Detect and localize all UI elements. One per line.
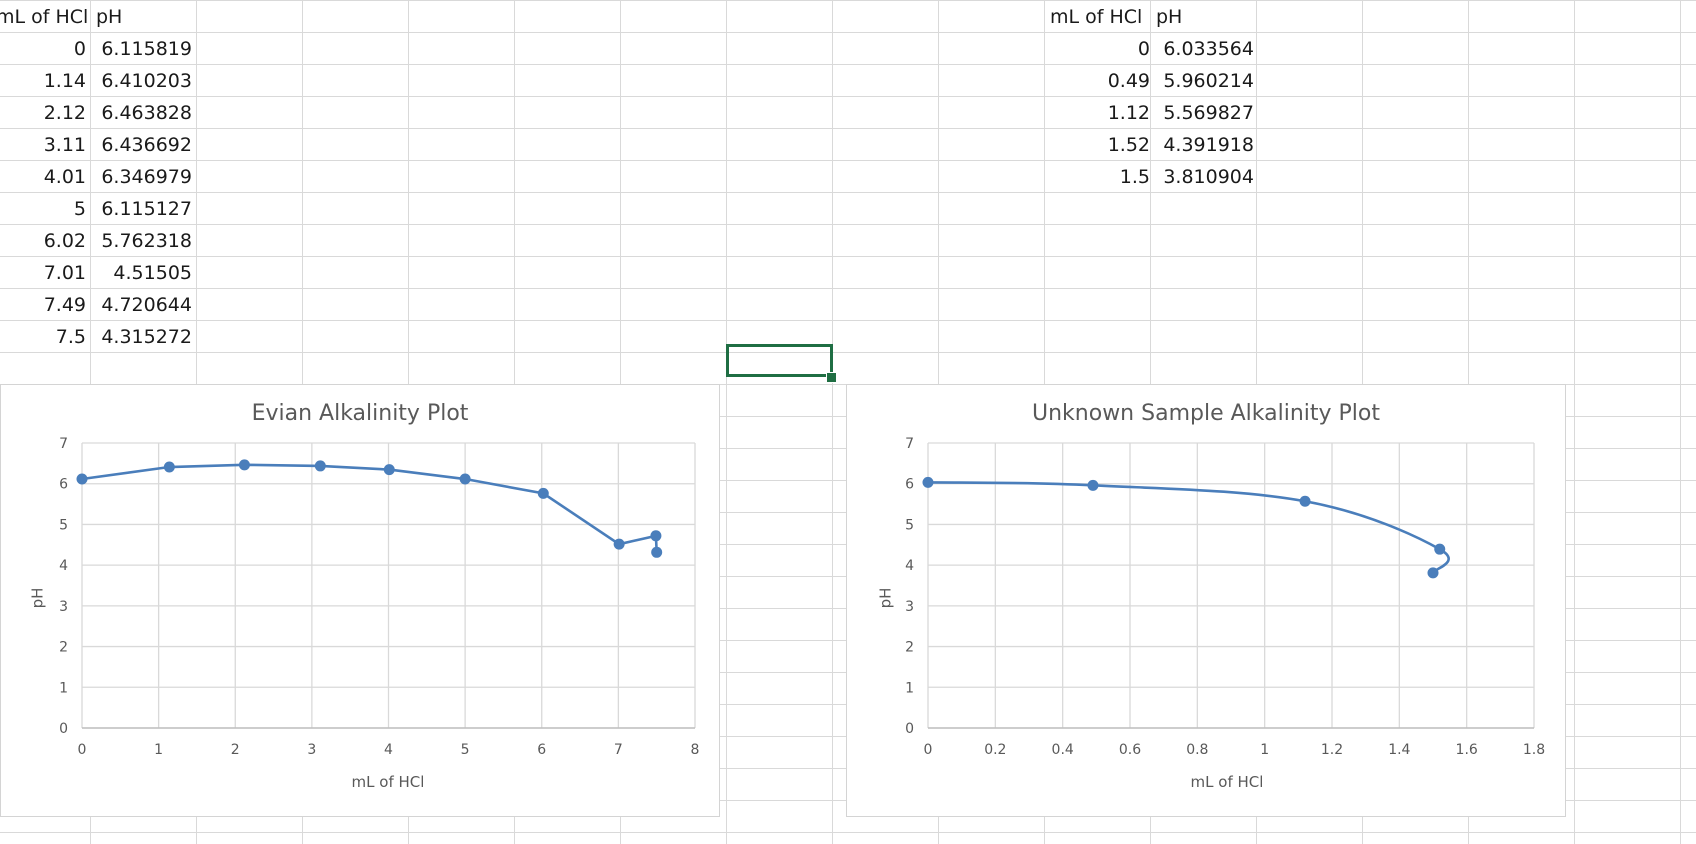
y-tick-label: 5 <box>59 517 68 533</box>
cell-ph-left-7[interactable]: 4.51505 <box>113 262 192 284</box>
cell-ph-right-3[interactable]: 4.391918 <box>1163 134 1254 156</box>
x-tick-label: 1.6 <box>1456 742 1478 758</box>
cell-ml-left-0[interactable]: 0 <box>73 38 86 60</box>
data-point <box>383 464 395 476</box>
data-point <box>613 538 625 550</box>
cell-ml-left-8[interactable]: 7.49 <box>43 294 86 316</box>
y-tick-label: 1 <box>905 680 914 696</box>
y-tick-label: 6 <box>59 477 68 493</box>
x-tick-label: 1.2 <box>1321 742 1343 758</box>
y-tick-label: 5 <box>905 517 914 533</box>
data-point <box>238 459 250 471</box>
y-tick-label: 6 <box>905 477 914 493</box>
cell-ph-left-5[interactable]: 6.115127 <box>101 198 192 220</box>
y-tick-label: 3 <box>59 599 68 615</box>
chart-plot-area: 0 1 2 3 4 5 6 7 0 1 2 3 4 5 6 7 8 <box>59 436 700 758</box>
cell-ph-left-3[interactable]: 6.436692 <box>101 134 192 156</box>
cell-ph-left-2[interactable]: 6.463828 <box>101 102 192 124</box>
cell-ml-right-4[interactable]: 1.5 <box>1119 166 1150 188</box>
cell-ph-left-1[interactable]: 6.410203 <box>101 70 192 92</box>
data-point <box>1087 479 1099 491</box>
series-line <box>927 481 1450 574</box>
x-tick-label: 0.2 <box>984 742 1006 758</box>
cell-ph-left-4[interactable]: 6.346979 <box>101 166 192 188</box>
data-point <box>459 473 471 485</box>
x-tick-label: 2 <box>231 742 240 758</box>
x-tick-label: 5 <box>461 742 470 758</box>
y-tick-label: 3 <box>905 599 914 615</box>
y-tick-label: 4 <box>905 558 914 574</box>
header-ph-left[interactable]: pH <box>96 6 123 28</box>
header-ml-hcl-right[interactable]: mL of HCl <box>1050 6 1143 28</box>
x-tick-label: 8 <box>691 742 700 758</box>
y-tick-label: 0 <box>59 721 68 737</box>
cell-ph-right-2[interactable]: 5.569827 <box>1163 102 1254 124</box>
x-tick-label: 0.4 <box>1052 742 1074 758</box>
cell-ml-left-6[interactable]: 6.02 <box>43 230 86 252</box>
cell-ml-right-2[interactable]: 1.12 <box>1107 102 1150 124</box>
data-point <box>922 476 934 488</box>
x-axis-title: mL of HCl <box>1190 773 1264 791</box>
y-tick-label: 0 <box>905 721 914 737</box>
cell-ph-left-8[interactable]: 4.720644 <box>101 294 192 316</box>
cell-ml-left-1[interactable]: 1.14 <box>43 70 86 92</box>
data-point <box>650 530 662 542</box>
cell-ph-left-9[interactable]: 4.315272 <box>101 326 192 348</box>
y-axis-title: pH <box>876 587 895 609</box>
x-tick-label: 0 <box>78 742 87 758</box>
data-point <box>163 461 175 473</box>
cell-ml-left-9[interactable]: 7.5 <box>55 326 86 348</box>
cell-ml-left-7[interactable]: 7.01 <box>43 262 86 284</box>
cell-ml-left-2[interactable]: 2.12 <box>43 102 86 124</box>
x-axis-title: mL of HCl <box>351 773 425 791</box>
x-tick-label: 3 <box>307 742 316 758</box>
cell-ml-left-3[interactable]: 3.11 <box>43 134 86 156</box>
chart-title: Unknown Sample Alkalinity Plot <box>1032 401 1380 426</box>
cell-ml-left-4[interactable]: 4.01 <box>43 166 86 188</box>
x-tick-label: 4 <box>384 742 393 758</box>
y-tick-label: 2 <box>59 640 68 656</box>
cell-ml-right-3[interactable]: 1.52 <box>1107 134 1150 156</box>
x-tick-label: 7 <box>614 742 623 758</box>
y-tick-label: 1 <box>59 680 68 696</box>
y-axis-title: pH <box>28 587 47 609</box>
cell-ml-right-1[interactable]: 0.49 <box>1107 70 1150 92</box>
cell-ph-left-6[interactable]: 5.762318 <box>101 230 192 252</box>
data-point <box>651 546 663 558</box>
cell-ml-left-5[interactable]: 5 <box>73 198 86 220</box>
x-tick-label: 6 <box>537 742 546 758</box>
chart-title: Evian Alkalinity Plot <box>251 401 469 426</box>
y-tick-label: 7 <box>905 436 914 452</box>
data-point <box>1434 543 1446 555</box>
cell-ml-right-0[interactable]: 0 <box>1137 38 1150 60</box>
fill-handle[interactable] <box>826 372 837 383</box>
cell-ph-left-0[interactable]: 6.115819 <box>101 38 192 60</box>
data-point <box>537 487 549 499</box>
active-cell-selection[interactable] <box>726 344 833 377</box>
cell-ph-right-4[interactable]: 3.810904 <box>1163 166 1254 188</box>
data-point <box>1427 567 1439 579</box>
data-point <box>314 460 326 472</box>
y-tick-label: 4 <box>59 558 68 574</box>
x-tick-label: 1 <box>1260 742 1269 758</box>
cell-ph-right-1[interactable]: 5.960214 <box>1163 70 1254 92</box>
header-ph-right[interactable]: pH <box>1156 6 1183 28</box>
x-tick-label: 1.8 <box>1523 742 1545 758</box>
header-ml-hcl-left[interactable]: mL of HCl <box>0 6 89 28</box>
data-point <box>1299 495 1311 507</box>
cell-ph-right-0[interactable]: 6.033564 <box>1163 38 1254 60</box>
chart-plot-area: 0 1 2 3 4 5 6 7 0 0.2 0.4 0.6 0.8 1 1.2 1.4 1.6 1.8 <box>905 436 1545 758</box>
x-tick-label: 0.8 <box>1186 742 1208 758</box>
x-tick-label: 0 <box>924 742 933 758</box>
y-tick-label: 2 <box>905 640 914 656</box>
x-tick-label: 0.6 <box>1119 742 1141 758</box>
x-tick-label: 1.4 <box>1388 742 1410 758</box>
series-line <box>81 463 658 553</box>
y-tick-label: 7 <box>59 436 68 452</box>
data-point <box>76 473 88 485</box>
x-tick-label: 1 <box>154 742 163 758</box>
